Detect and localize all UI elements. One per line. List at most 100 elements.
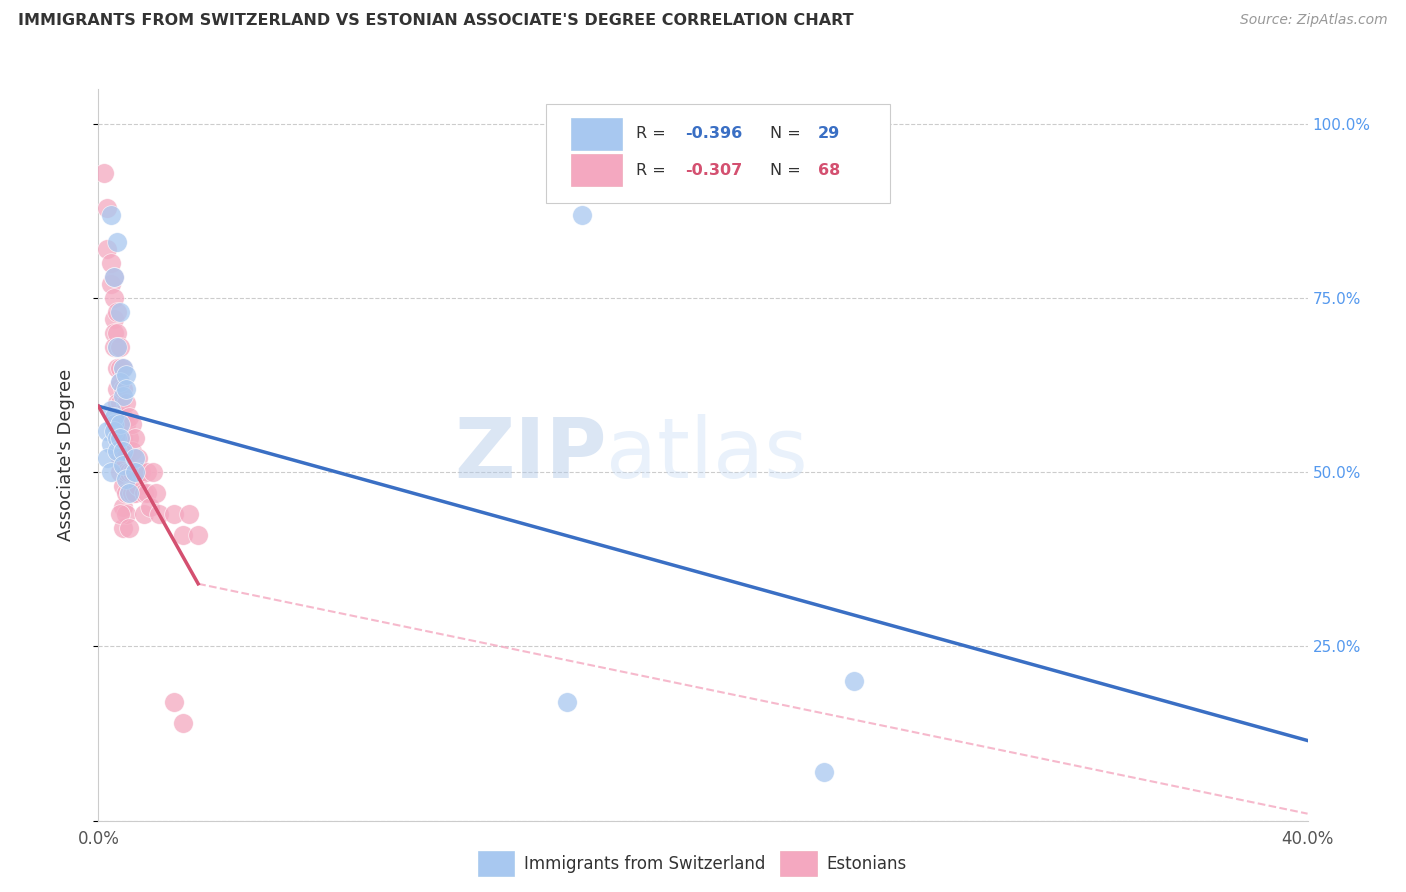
Point [127, 479, 149, 493]
Text: -0.396: -0.396 [685, 127, 742, 141]
Point [127, 451, 149, 466]
Point [103, 409, 125, 424]
Point [108, 375, 131, 389]
Text: R =: R = [637, 127, 672, 141]
Point [105, 235, 128, 250]
Point [108, 466, 131, 480]
Point [124, 451, 146, 466]
Point [121, 486, 143, 500]
Point [114, 466, 136, 480]
Point [148, 507, 170, 521]
Point [103, 340, 125, 354]
Point [103, 291, 125, 305]
Text: Source: ZipAtlas.com: Source: ZipAtlas.com [1240, 13, 1388, 28]
Text: 29: 29 [818, 127, 841, 141]
Point [118, 409, 141, 424]
Point [103, 417, 125, 431]
Point [124, 466, 146, 480]
Y-axis label: Associate's Degree: Associate's Degree [56, 368, 75, 541]
FancyBboxPatch shape [546, 103, 890, 202]
Point [103, 312, 125, 326]
Point [103, 270, 125, 285]
Point [111, 360, 134, 375]
Point [100, 277, 122, 292]
Point [114, 368, 136, 382]
FancyBboxPatch shape [478, 851, 515, 876]
Point [142, 466, 165, 480]
Point [111, 479, 134, 493]
Point [108, 375, 131, 389]
Point [187, 528, 209, 542]
Point [111, 430, 134, 444]
Text: atlas: atlas [606, 415, 808, 495]
Point [555, 695, 578, 709]
Point [108, 507, 131, 521]
Point [111, 500, 134, 515]
Point [844, 674, 866, 689]
Point [132, 486, 155, 500]
Point [132, 507, 155, 521]
FancyBboxPatch shape [571, 154, 621, 186]
Text: ZIP: ZIP [454, 415, 606, 495]
FancyBboxPatch shape [571, 118, 621, 150]
Point [108, 340, 131, 354]
Point [105, 382, 128, 396]
Point [105, 430, 128, 444]
Point [114, 472, 136, 486]
Point [105, 417, 128, 431]
Point [129, 466, 152, 480]
Point [118, 486, 141, 500]
Point [100, 437, 122, 451]
Point [114, 417, 136, 431]
Point [96, 243, 118, 257]
Point [118, 430, 141, 444]
Point [114, 486, 136, 500]
Point [163, 695, 186, 709]
Point [118, 486, 141, 500]
Point [105, 340, 128, 354]
Point [135, 486, 157, 500]
Point [108, 451, 131, 466]
Point [124, 430, 146, 444]
Point [139, 500, 162, 515]
Point [96, 201, 118, 215]
Text: Estonians: Estonians [827, 855, 907, 872]
Point [172, 716, 194, 731]
Text: R =: R = [637, 163, 672, 178]
Text: Immigrants from Switzerland: Immigrants from Switzerland [524, 855, 765, 872]
Point [163, 507, 186, 521]
Point [108, 417, 131, 431]
Text: N =: N = [769, 127, 806, 141]
Point [114, 382, 136, 396]
Point [114, 507, 136, 521]
Point [108, 430, 131, 444]
Point [108, 430, 131, 444]
Point [111, 360, 134, 375]
Point [96, 451, 118, 466]
Point [111, 444, 134, 458]
Point [571, 208, 593, 222]
Point [172, 528, 194, 542]
Point [813, 764, 835, 779]
Point [105, 340, 128, 354]
Point [108, 360, 131, 375]
Point [105, 444, 128, 458]
Point [100, 256, 122, 270]
Point [100, 402, 122, 417]
Point [108, 305, 131, 319]
Point [111, 458, 134, 473]
Point [179, 507, 201, 521]
Point [100, 466, 122, 480]
Point [108, 417, 131, 431]
Point [96, 424, 118, 438]
Point [105, 360, 128, 375]
Point [121, 444, 143, 458]
Text: 68: 68 [818, 163, 841, 178]
Point [105, 326, 128, 340]
Point [118, 466, 141, 480]
Point [111, 451, 134, 466]
Point [145, 486, 167, 500]
Point [135, 466, 157, 480]
Point [103, 424, 125, 438]
Point [105, 305, 128, 319]
